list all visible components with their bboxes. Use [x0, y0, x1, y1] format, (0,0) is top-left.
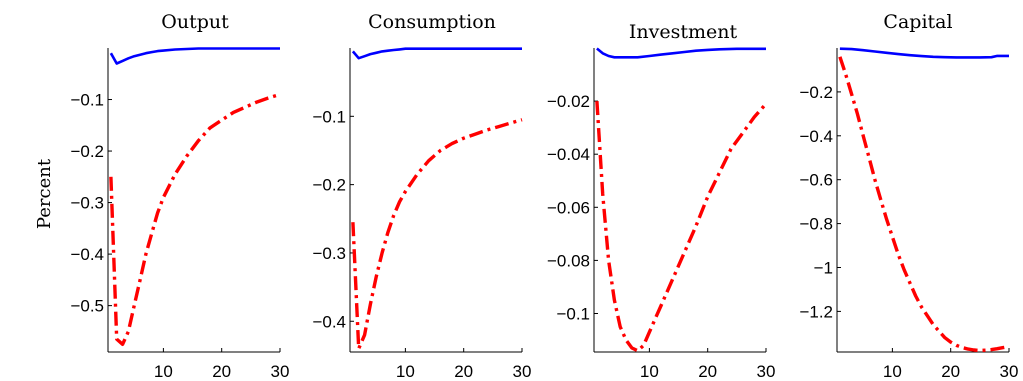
x-tick-label: 10	[640, 362, 659, 381]
y-tick-label: −0.4	[799, 127, 833, 146]
dashdot-line-4	[838, 56, 1010, 353]
x-tick-label: 20	[454, 362, 473, 381]
solid-line-1	[109, 47, 280, 65]
y-tick-label: −1.2	[799, 302, 833, 321]
x-tick-label: 10	[883, 362, 902, 381]
x-tick-label: 30	[271, 362, 290, 381]
y-tick-label: −0.3	[70, 194, 104, 213]
y-tick-label: −0.2	[799, 83, 833, 102]
panel-title-2: Consumption	[368, 11, 496, 33]
x-tick-label: 30	[513, 362, 532, 381]
y-tick-label: −0.8	[799, 215, 833, 234]
y-tick-label: −0.06	[547, 198, 590, 217]
y-tick-label: −0.04	[547, 145, 590, 164]
x-tick-label: 30	[757, 362, 776, 381]
panel-title-4: Capital	[883, 11, 952, 33]
dashdot-line-2	[351, 118, 523, 351]
x-tick-label: 10	[396, 362, 415, 381]
x-tick-label: 30	[1000, 362, 1019, 381]
panel-title-3: Investment	[629, 21, 738, 43]
x-tick-label: 20	[941, 362, 960, 381]
y-tick-label: −0.2	[312, 176, 346, 195]
dashdot-line-3	[595, 100, 768, 353]
x-tick-label: 10	[154, 362, 173, 381]
x-tick-label: 20	[698, 362, 717, 381]
dashdot-line-1	[109, 92, 281, 346]
y-tick-label: −0.3	[312, 244, 346, 263]
y-tick-label: −0.4	[70, 245, 104, 264]
panel-title-1: Output	[161, 11, 229, 33]
y-tick-label: −1	[814, 258, 833, 277]
y-tick-label: −0.2	[70, 142, 104, 161]
solid-line-2	[351, 47, 522, 60]
y-tick-label: −0.08	[547, 251, 590, 270]
y-tick-label: −0.02	[547, 92, 590, 111]
y-axis-label: Percent	[34, 158, 55, 229]
y-tick-label: −0.1	[312, 107, 346, 126]
y-tick-label: −0.4	[312, 312, 346, 331]
y-tick-label: −0.1	[556, 305, 590, 324]
y-tick-label: −0.5	[70, 297, 104, 316]
x-tick-label: 20	[212, 362, 231, 381]
solid-line-3	[596, 47, 766, 59]
y-tick-label: −0.1	[70, 91, 104, 110]
y-tick-label: −0.6	[799, 171, 833, 190]
solid-line-4	[839, 47, 1009, 59]
